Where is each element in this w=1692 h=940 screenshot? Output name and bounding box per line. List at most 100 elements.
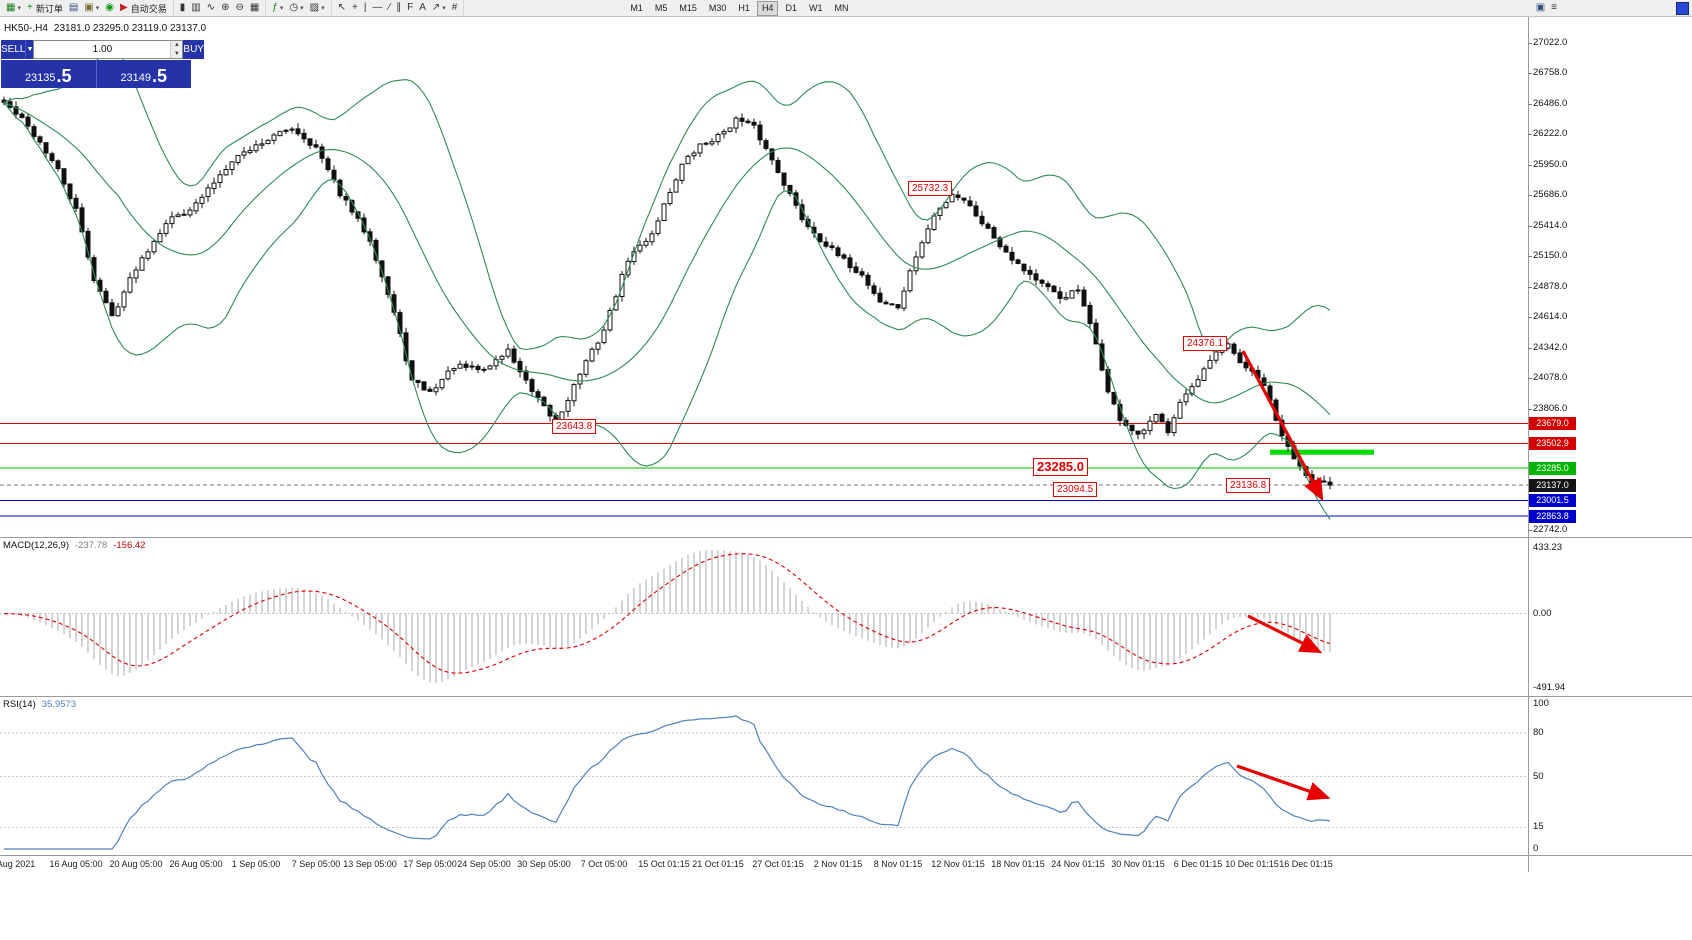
candle: [115, 306, 121, 317]
price-chart-plot[interactable]: [0, 16, 1528, 537]
timeframe-h1-button[interactable]: H1: [738, 2, 750, 13]
candle: [1165, 421, 1171, 434]
timeframe-m15-button[interactable]: M15: [679, 2, 697, 13]
volume-up-icon[interactable]: ▲: [171, 41, 183, 50]
periods-button[interactable]: ◷ ▾: [286, 1, 306, 15]
candle: [1177, 401, 1183, 419]
candle: [667, 191, 673, 205]
docking-button[interactable]: ▣: [1533, 1, 1548, 15]
candle: [967, 200, 973, 207]
volume-input[interactable]: [34, 41, 171, 58]
auto-trading-button[interactable]: ▶ 自动交易: [117, 1, 170, 15]
zoom-out-button[interactable]: ⊖: [232, 1, 246, 15]
candle: [883, 301, 889, 305]
candle: [757, 124, 763, 141]
candle: [379, 260, 385, 278]
window-list-icon: ≡: [1551, 2, 1557, 13]
chevron-down-icon: ▾: [279, 5, 284, 12]
text-button[interactable]: A: [416, 1, 429, 15]
bar-chart-mode-button[interactable]: ▮: [177, 1, 189, 15]
cursor-button[interactable]: ↖: [335, 1, 349, 15]
fibonacci-button[interactable]: F: [404, 1, 416, 15]
tile-windows-icon: ▦: [249, 2, 260, 13]
periods-icon: ◷: [289, 2, 299, 13]
candle: [1075, 289, 1081, 292]
indicators-button[interactable]: ƒ ▾: [269, 1, 286, 15]
candle: [319, 146, 325, 159]
scroll-top-button[interactable]: [1676, 2, 1689, 15]
macd-plot[interactable]: [0, 538, 1528, 696]
chevron-down-icon: ▾: [442, 5, 446, 12]
zoom-out-icon: ⊖: [235, 2, 244, 13]
price-axis-label: 24078.0: [1533, 371, 1568, 383]
sell-button[interactable]: SELL: [1, 40, 26, 59]
new-order-button[interactable]: + 新订单: [24, 1, 66, 15]
channel-button[interactable]: ∥: [393, 1, 404, 15]
timeframe-d1-button[interactable]: D1: [785, 2, 797, 13]
candle: [415, 379, 421, 383]
date-axis-label: Aug 2021: [0, 859, 36, 869]
templates-button[interactable]: ▨ ▾: [307, 1, 328, 15]
candle: [805, 218, 811, 228]
timeframe-w1-button[interactable]: W1: [808, 2, 823, 13]
timeframe-m5-button[interactable]: M5: [654, 2, 668, 13]
candle: [931, 215, 937, 230]
buy-button[interactable]: BUY: [183, 40, 204, 59]
date-axis-label: 12 Nov 01:15: [931, 859, 985, 869]
cursor-icon: ↖: [337, 2, 346, 13]
candle: [67, 183, 73, 200]
window-list-button[interactable]: ≡: [1548, 1, 1560, 15]
candle: [1243, 361, 1249, 369]
candle: [943, 202, 949, 209]
candle: [607, 309, 613, 331]
order-type-dropdown[interactable]: ▼: [25, 40, 34, 59]
candle: [73, 197, 79, 209]
support-zone-segment: [1270, 449, 1374, 455]
buy-price[interactable]: 23149.5: [96, 60, 191, 88]
crosshair-button[interactable]: +: [349, 1, 361, 15]
price-callout: 24376.1: [1183, 336, 1228, 351]
candle: [679, 163, 685, 181]
sell-price[interactable]: 23135.5: [1, 60, 97, 88]
candle: [1153, 413, 1159, 423]
zoom-in-button[interactable]: ⊕: [218, 1, 232, 15]
candle: [775, 160, 781, 173]
timeframe-mn-button[interactable]: MN: [834, 2, 849, 13]
horizontal-line-button[interactable]: —: [369, 1, 385, 15]
candle: [457, 363, 463, 369]
candle: [1171, 417, 1177, 434]
candle: [889, 303, 895, 306]
trendline-button[interactable]: ∕: [385, 1, 393, 15]
candle: [1141, 429, 1147, 435]
vertical-line-button[interactable]: |: [361, 1, 370, 15]
sell-price-fraction: .5: [56, 66, 72, 86]
profiles-button[interactable]: ▣ ▾: [81, 1, 102, 15]
price-axis-label: 25950.0: [1533, 158, 1568, 170]
line-chart-mode-button[interactable]: ∿: [204, 1, 218, 15]
candle: [1015, 259, 1021, 265]
candle: [91, 257, 97, 281]
candle: [997, 237, 1003, 248]
new-chart-button[interactable]: ▦ ▾: [3, 1, 24, 15]
candle: [727, 127, 733, 132]
arrows-button[interactable]: ↗ ▾: [429, 1, 449, 15]
chart-window-button[interactable]: ▤: [66, 1, 81, 15]
refresh-button[interactable]: ◉: [102, 1, 117, 15]
candle: [1087, 304, 1093, 325]
trendline-icon: ∕: [388, 2, 391, 13]
timeframe-h4-button[interactable]: H4: [756, 0, 779, 16]
candle: [511, 348, 517, 363]
timeframe-m1-button[interactable]: M1: [630, 2, 643, 13]
candle-chart-mode-button[interactable]: ▥: [188, 1, 203, 15]
volume-down-icon[interactable]: ▼: [171, 49, 183, 58]
candle: [451, 368, 457, 371]
price-axis-label: 25150.0: [1533, 250, 1568, 261]
tile-windows-button[interactable]: ▦: [247, 1, 262, 15]
candle: [1237, 352, 1243, 364]
rsi-plot[interactable]: [0, 697, 1528, 855]
price-axis-label: 22742.0: [1533, 524, 1568, 535]
timeframe-m30-button[interactable]: M30: [708, 2, 727, 13]
candle: [1309, 474, 1315, 484]
grid-button[interactable]: #: [449, 1, 461, 15]
